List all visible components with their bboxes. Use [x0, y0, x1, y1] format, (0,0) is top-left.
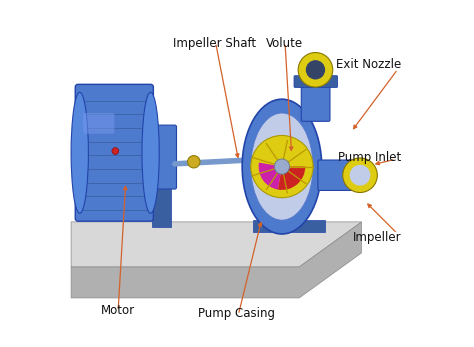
Wedge shape [278, 167, 305, 190]
FancyBboxPatch shape [301, 81, 330, 121]
Text: Pump Casing: Pump Casing [199, 307, 275, 320]
FancyBboxPatch shape [75, 84, 154, 221]
Circle shape [350, 165, 370, 186]
Text: Pump Inlet: Pump Inlet [338, 151, 401, 164]
FancyBboxPatch shape [147, 125, 176, 189]
Text: Exit Nozzle: Exit Nozzle [336, 58, 401, 71]
Circle shape [298, 52, 333, 87]
Ellipse shape [71, 92, 88, 213]
Polygon shape [71, 222, 361, 267]
Circle shape [306, 60, 325, 79]
Circle shape [251, 135, 313, 198]
Circle shape [188, 155, 200, 168]
Text: Volute: Volute [266, 37, 303, 50]
FancyBboxPatch shape [318, 160, 362, 191]
Polygon shape [71, 222, 361, 298]
Ellipse shape [142, 92, 159, 213]
Ellipse shape [242, 99, 322, 234]
Wedge shape [259, 162, 282, 189]
Polygon shape [152, 187, 171, 227]
Ellipse shape [251, 113, 313, 220]
Polygon shape [253, 220, 325, 232]
FancyBboxPatch shape [294, 76, 337, 87]
Text: Impeller: Impeller [353, 231, 401, 244]
Circle shape [343, 158, 377, 193]
FancyBboxPatch shape [83, 113, 114, 134]
Text: Motor: Motor [100, 304, 135, 317]
Circle shape [112, 147, 119, 154]
Circle shape [274, 159, 290, 174]
Text: Impeller Shaft: Impeller Shaft [173, 37, 256, 50]
